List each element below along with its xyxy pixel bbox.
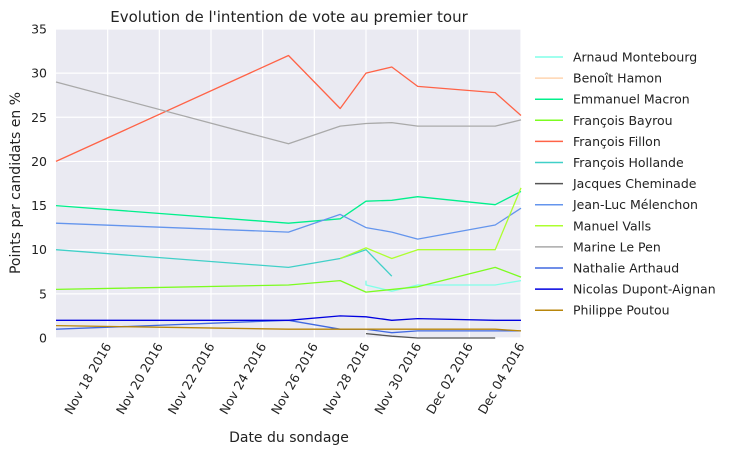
y-tick-label: 5 bbox=[39, 286, 47, 301]
legend-label: Nathalie Arthaud bbox=[573, 261, 679, 276]
series-line bbox=[55, 324, 522, 332]
x-axis-label: Date du sondage bbox=[229, 430, 349, 446]
y-axis-label: Points par candidats en % bbox=[8, 92, 24, 274]
series-line bbox=[55, 319, 521, 334]
series-line bbox=[365, 332, 496, 339]
x-tick-label: Nov 30 2016 bbox=[371, 340, 424, 417]
legend-label: François Bayrou bbox=[573, 113, 673, 128]
legend-label: Marine Le Pen bbox=[573, 239, 661, 254]
legend-label: Philippe Poutou bbox=[573, 303, 670, 318]
x-tick-label: Dec 04 2016 bbox=[475, 340, 528, 417]
series-line bbox=[55, 266, 522, 293]
y-tick-label: 25 bbox=[31, 110, 47, 125]
y-axis-ticks: 0 5 10 15 20 25 30 35 bbox=[31, 22, 47, 346]
series-line bbox=[339, 187, 522, 260]
y-tick-label: 20 bbox=[31, 154, 47, 169]
series-line bbox=[55, 190, 522, 224]
series-line bbox=[55, 54, 522, 162]
x-tick-label: Nov 22 2016 bbox=[165, 340, 218, 417]
legend-label: Jean-Luc Mélenchon bbox=[572, 197, 698, 212]
legend-label: Jacques Cheminade bbox=[572, 176, 697, 191]
x-tick-label: Dec 02 2016 bbox=[423, 340, 476, 417]
legend-label: Manuel Valls bbox=[573, 218, 651, 233]
y-tick-label: 35 bbox=[31, 22, 47, 37]
legend-label: Benoît Hamon bbox=[573, 71, 662, 86]
x-tick-label: Nov 26 2016 bbox=[268, 340, 321, 417]
legend-label: François Fillon bbox=[573, 134, 661, 149]
series-line bbox=[55, 81, 522, 145]
legend: Arnaud Montebourg Benoît Hamon Emmanuel Ma… bbox=[535, 50, 716, 318]
series-layer bbox=[55, 54, 522, 339]
chart-title: Evolution de l'intention de vote au prem… bbox=[110, 8, 468, 26]
legend-label: Arnaud Montebourg bbox=[573, 50, 697, 65]
legend-label: Nicolas Dupont-Aignan bbox=[573, 282, 716, 297]
series-line bbox=[56, 315, 521, 321]
legend-label: Emmanuel Macron bbox=[573, 92, 690, 107]
x-tick-label: Nov 18 2016 bbox=[61, 340, 114, 417]
x-tick-label: Nov 24 2016 bbox=[216, 340, 269, 417]
legend-label: François Hollande bbox=[573, 155, 684, 170]
x-tick-label: Nov 28 2016 bbox=[320, 340, 373, 417]
grid bbox=[56, 28, 522, 339]
y-tick-label: 10 bbox=[31, 242, 47, 257]
y-tick-label: 30 bbox=[31, 66, 47, 81]
y-tick-label: 0 bbox=[39, 331, 47, 346]
series-line bbox=[55, 207, 522, 240]
x-tick-label: Nov 20 2016 bbox=[113, 340, 166, 417]
plot-area bbox=[56, 29, 521, 338]
y-tick-label: 15 bbox=[31, 198, 47, 213]
